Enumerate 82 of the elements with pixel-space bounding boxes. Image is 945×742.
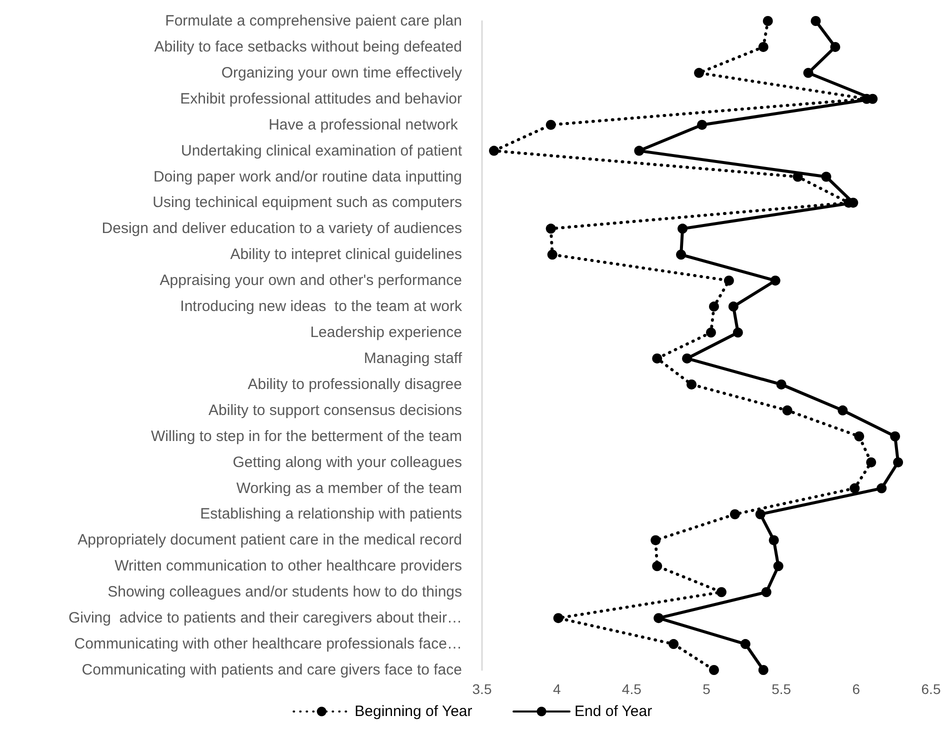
point bbox=[708, 665, 719, 675]
point bbox=[724, 276, 734, 286]
point bbox=[854, 431, 864, 442]
point bbox=[830, 42, 840, 52]
point bbox=[761, 587, 772, 598]
point bbox=[803, 68, 814, 78]
y-tick-label: Doing paper work and/or routine data inputting bbox=[153, 168, 462, 186]
point bbox=[810, 16, 821, 26]
y-tick-label: Ability to intepret clinical guidelines bbox=[230, 246, 462, 264]
y-tick-label: Written communication to other healthcare providers bbox=[114, 558, 462, 575]
y-tick-label: Establishing a relationship with patients bbox=[200, 506, 462, 523]
y-tick-label: Leadership experience bbox=[310, 324, 462, 342]
y-tick-label: Using techinical equipment such as computers bbox=[152, 194, 462, 212]
x-tick-label: 4.5 bbox=[622, 681, 642, 697]
x-tick-label: 6.5 bbox=[921, 681, 941, 697]
point bbox=[773, 561, 784, 572]
point bbox=[546, 224, 556, 234]
y-tick-label: Exhibit professional attitudes and behavior bbox=[180, 90, 462, 108]
point bbox=[652, 561, 662, 572]
point bbox=[740, 639, 750, 650]
point bbox=[706, 328, 716, 338]
y-tick-label: Ability to face setbacks without being defeated bbox=[154, 38, 462, 56]
point bbox=[678, 224, 688, 234]
y-tick-label: Appropriately document patient care in the medical record bbox=[78, 532, 462, 549]
y-tick-label: Ability to professionally disagree bbox=[248, 376, 462, 393]
x-tick-label: 6 bbox=[852, 681, 860, 697]
point bbox=[838, 405, 848, 416]
x-tick-label: 4 bbox=[552, 681, 561, 697]
point bbox=[547, 250, 558, 260]
point bbox=[768, 535, 779, 546]
point bbox=[676, 250, 686, 260]
point bbox=[654, 613, 664, 624]
y-tick-label: Communicating with patients and care givers face to face bbox=[82, 662, 462, 678]
point bbox=[755, 509, 766, 520]
y-tick-label: Willing to step in for the betterment of the team bbox=[151, 428, 462, 445]
legend-label: Beginning of Year bbox=[354, 703, 472, 720]
point bbox=[890, 431, 900, 442]
y-tick-label: Undertaking clinical examination of patient bbox=[181, 142, 463, 160]
x-tick-label: 5 bbox=[702, 681, 711, 697]
point bbox=[758, 42, 768, 52]
point bbox=[716, 587, 726, 598]
y-tick-label: Giving advice to patients and their caregivers about their… bbox=[68, 610, 462, 627]
point bbox=[866, 457, 876, 468]
legend-label: End of Year bbox=[574, 703, 652, 720]
y-tick-label: Getting along with your colleagues bbox=[232, 454, 462, 471]
point bbox=[488, 146, 499, 156]
point bbox=[821, 172, 832, 182]
point bbox=[652, 353, 662, 364]
point bbox=[732, 328, 743, 338]
y-tick-label: Showing colleagues and/or students how to do things bbox=[108, 584, 462, 601]
point bbox=[650, 535, 661, 546]
point bbox=[758, 665, 768, 675]
y-tick-label: Communicating with other healthcare professionals face… bbox=[74, 636, 462, 653]
point bbox=[682, 353, 692, 364]
point bbox=[553, 613, 564, 624]
y-tick-label: Ability to support consensus decisions bbox=[208, 402, 462, 419]
y-tick-label: Appraising your own and other's performance bbox=[160, 272, 462, 290]
x-tick-label: 3.5 bbox=[472, 681, 492, 697]
y-tick-label: Organizing your own time effectively bbox=[221, 64, 462, 82]
point bbox=[850, 483, 860, 494]
point bbox=[762, 16, 773, 26]
y-tick-label: Introducing new ideas to the team at work bbox=[180, 298, 462, 316]
point bbox=[686, 379, 697, 390]
point bbox=[694, 68, 704, 78]
point bbox=[728, 302, 738, 312]
y-tick-label: Have a professional network bbox=[268, 116, 462, 134]
point bbox=[770, 276, 780, 286]
point bbox=[546, 120, 556, 130]
point bbox=[776, 379, 786, 390]
point bbox=[634, 146, 644, 156]
y-tick-label: Managing staff bbox=[364, 350, 463, 367]
y-tick-label: Formulate a comprehensive paient care plan bbox=[165, 12, 462, 30]
point bbox=[697, 120, 708, 130]
x-tick-label: 5.5 bbox=[772, 681, 792, 697]
point bbox=[876, 483, 887, 494]
point bbox=[730, 509, 740, 520]
point bbox=[893, 457, 904, 468]
point bbox=[668, 639, 679, 650]
y-tick-label: Working as a member of the team bbox=[236, 480, 462, 497]
point bbox=[782, 405, 792, 416]
y-tick-label: Design and deliver education to a variety of audiences bbox=[102, 220, 462, 238]
point bbox=[708, 302, 719, 312]
